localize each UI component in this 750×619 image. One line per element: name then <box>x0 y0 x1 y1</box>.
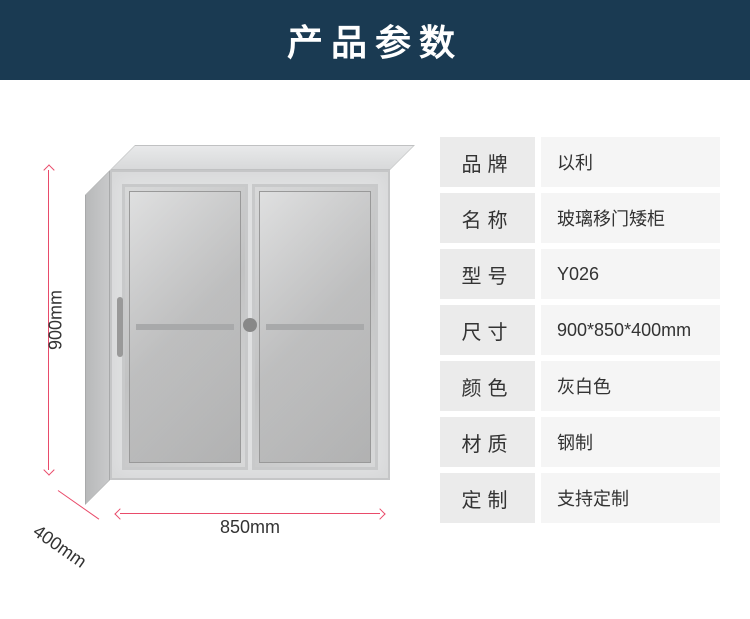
header-banner: 产品参数 <box>0 0 750 80</box>
spec-label: 材质 <box>440 417 535 467</box>
spec-value: 钢制 <box>541 417 720 467</box>
spec-value: 支持定制 <box>541 473 720 523</box>
dimension-depth: 400mm <box>40 490 100 530</box>
spec-value: 900*850*400mm <box>541 305 720 355</box>
door-handle-icon <box>117 297 123 357</box>
dimension-diag-line <box>58 490 100 519</box>
spec-value: 灰白色 <box>541 361 720 411</box>
page-title: 产品参数 <box>287 14 463 66</box>
product-diagram: 900mm 400mm 850mm <box>30 120 410 540</box>
spec-label: 定制 <box>440 473 535 523</box>
table-row: 品牌 以利 <box>440 137 720 187</box>
dimension-height-label: 900mm <box>46 290 67 350</box>
cabinet-top-face <box>110 145 415 170</box>
spec-label: 尺寸 <box>440 305 535 355</box>
cabinet-door-left <box>122 184 248 470</box>
spec-label: 颜色 <box>440 361 535 411</box>
shelf-line <box>266 324 364 330</box>
spec-table: 品牌 以利 名称 玻璃移门矮柜 型号 Y026 尺寸 900*850*400mm… <box>440 137 720 523</box>
glass-pane <box>259 191 371 463</box>
table-row: 定制 支持定制 <box>440 473 720 523</box>
cabinet-front-face <box>110 170 390 480</box>
dimension-line <box>58 490 100 520</box>
content-area: 900mm 400mm 850mm 品牌 以利 名称 玻璃移门矮柜 型号 Y02… <box>0 80 750 570</box>
dimension-height: 900mm <box>30 170 60 470</box>
spec-value: 玻璃移门矮柜 <box>541 193 720 243</box>
table-row: 尺寸 900*850*400mm <box>440 305 720 355</box>
spec-label: 名称 <box>440 193 535 243</box>
cabinet-side-face <box>85 170 110 505</box>
table-row: 材质 钢制 <box>440 417 720 467</box>
dimension-depth-label: 400mm <box>29 521 90 573</box>
glass-pane <box>129 191 241 463</box>
spec-value: Y026 <box>541 249 720 299</box>
cabinet-illustration <box>85 145 395 485</box>
dimension-width: 850mm <box>120 505 380 535</box>
shelf-line <box>136 324 234 330</box>
cabinet-door-right <box>252 184 378 470</box>
spec-value: 以利 <box>541 137 720 187</box>
table-row: 型号 Y026 <box>440 249 720 299</box>
spec-label: 品牌 <box>440 137 535 187</box>
spec-label: 型号 <box>440 249 535 299</box>
dimension-line <box>120 513 380 514</box>
table-row: 颜色 灰白色 <box>440 361 720 411</box>
dimension-width-label: 850mm <box>220 517 280 538</box>
table-row: 名称 玻璃移门矮柜 <box>440 193 720 243</box>
lock-icon <box>243 318 257 332</box>
